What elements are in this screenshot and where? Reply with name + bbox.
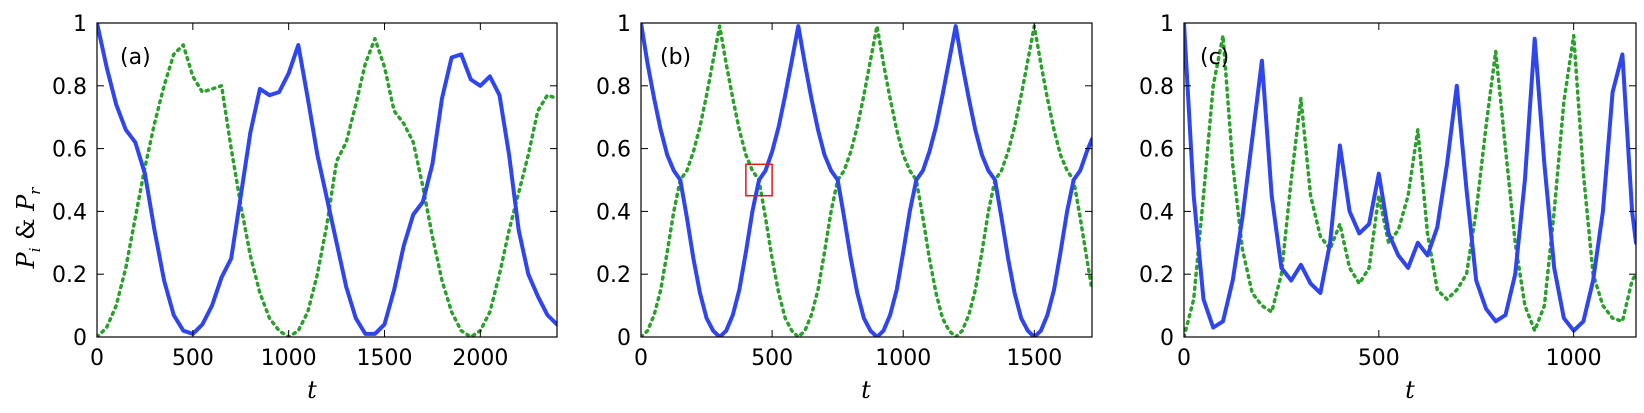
panel-b-ytick-label: 0.4: [596, 200, 631, 225]
panel-a-xtick-label: 0: [90, 346, 104, 371]
panel-a-frame: [96, 22, 558, 338]
panel-c: (c) t 0 500 1000 0 0.2 0.4 0.6 0.8 1: [1139, 12, 1637, 404]
panel-b-xtick-label: 1000: [875, 346, 931, 371]
panel-c-ytick-label: 0.8: [1139, 75, 1174, 100]
panel-c-ytick-label: 0.2: [1139, 263, 1174, 288]
panel-a-xtick-label: 1000: [261, 346, 317, 371]
panel-c-ytick-label: 1: [1160, 12, 1174, 37]
panel-b-series-dotted: [641, 24, 1092, 337]
panel-b-xtick-label: 500: [751, 346, 793, 371]
panel-c-ytick-label: 0: [1160, 326, 1174, 351]
panel-a-xtick-label: 1500: [357, 346, 413, 371]
panel-c-ytick-label: 0.6: [1139, 138, 1174, 163]
panel-a-label: (a): [120, 45, 151, 70]
panel-b-ytick-label: 1: [617, 12, 631, 37]
panel-c-series-dotted: [1184, 33, 1636, 337]
panel-b: (b) t 0 500 1000 1500 0 0.2 0.4 0.6 0.8 1: [596, 12, 1093, 404]
panel-c-xtick-label: 0: [1177, 346, 1191, 371]
panel-a-ytick-label: 0: [73, 326, 87, 351]
panel-a-ytick-label: 0.2: [52, 263, 87, 288]
panel-a-ytick-label: 0.4: [52, 200, 87, 225]
panel-b-label: (b): [660, 45, 691, 70]
panel-a-ytick-label: 0.8: [52, 75, 87, 100]
panel-b-series-solid: [641, 23, 1092, 337]
panel-a-xtick-label: 500: [172, 346, 214, 371]
panel-a-ytick-label: 1: [73, 12, 87, 37]
panel-c-xlabel: t: [1405, 376, 1415, 404]
panel-b-ytick-label: 0.8: [596, 75, 631, 100]
panel-a-xlabel: t: [307, 376, 317, 404]
panel-c-frame: [1183, 22, 1637, 338]
panel-a: (a) t 0 500 1000 1500 2000 0 0.2 0.4 0.6 0.8 1: [52, 12, 558, 404]
panel-a-series-solid: [97, 23, 557, 336]
panel-b-xlabel: t: [861, 376, 871, 404]
panel-a-xtick-label: 2000: [452, 346, 508, 371]
panel-c-series-solid: [1184, 23, 1636, 333]
panel-a-ytick-label: 0.6: [52, 138, 87, 163]
panel-b-ytick-label: 0.6: [596, 138, 631, 163]
panel-c-label: (c): [1200, 45, 1229, 70]
y-axis-label: Pi & Pr: [12, 187, 44, 270]
panel-c-xtick-label: 1000: [1546, 346, 1602, 371]
panel-c-ytick-label: 0.4: [1139, 200, 1174, 225]
panel-b-ytick-label: 0.2: [596, 263, 631, 288]
panel-b-inset-box: [745, 163, 773, 197]
panel-c-xtick-label: 500: [1358, 346, 1400, 371]
panel-b-ytick-label: 0: [617, 326, 631, 351]
panel-b-xtick-label: 0: [634, 346, 648, 371]
panel-b-frame: [640, 22, 1093, 338]
panel-b-xtick-label: 1500: [1006, 346, 1062, 371]
